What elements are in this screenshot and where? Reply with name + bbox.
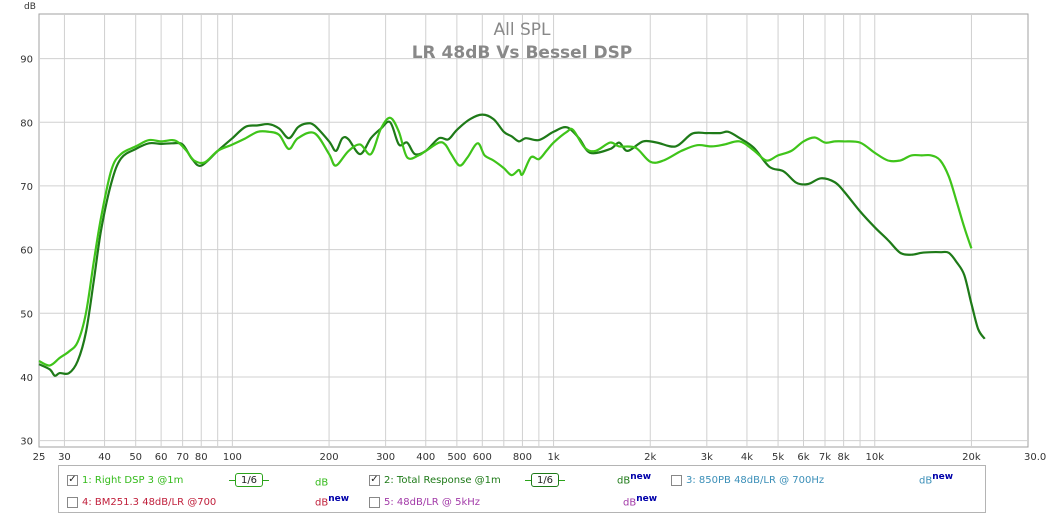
legend-checkbox-1[interactable]: ✓ (67, 474, 78, 486)
x-tick-label: 4k (741, 452, 753, 463)
x-tick-label: 40 (98, 452, 111, 463)
smoothing-selector-2[interactable]: 1/6 (525, 473, 565, 487)
x-tick-label: 200 (320, 452, 339, 463)
legend-item-4[interactable]: 4: BM251.3 48dB/LR @700 (67, 493, 216, 511)
y-tick-label: 70 (20, 182, 33, 193)
x-tick-label: 8k (838, 452, 850, 463)
series-layer (38, 113, 986, 377)
x-tick-label: 30.0k Hz (1024, 452, 1046, 463)
chart-grid (39, 14, 1028, 447)
legend-checkbox-2[interactable]: ✓ (369, 474, 380, 486)
x-tick-label: 30 (58, 452, 71, 463)
legend-label-4: 4: BM251.3 48dB/LR @700 (82, 496, 217, 508)
legend-unit-2[interactable]: dBnew (617, 472, 651, 486)
chart-title: All SPL (494, 20, 552, 40)
legend-unit-text-5: dB (623, 497, 637, 509)
legend-unit-sup-4: new (328, 494, 350, 504)
x-tick-label: 60 (155, 452, 168, 463)
x-tick-label: 100 (223, 452, 242, 463)
x-tick-label: 1k (547, 452, 559, 463)
legend-checkbox-4[interactable] (67, 496, 78, 508)
x-tick-label: 400 (416, 452, 435, 463)
series-line-1 (38, 116, 973, 367)
legend-item-5[interactable]: 5: 48dB/LR @ 5kHz (369, 493, 480, 511)
x-tick-label: 80 (195, 452, 208, 463)
legend-unit-sup-5: new (636, 494, 658, 504)
smoothing-selector-1[interactable]: 1/6 (229, 473, 269, 487)
legend-unit-3[interactable]: dBnew (919, 472, 953, 486)
x-tick-label: 6k (797, 452, 809, 463)
y-tick-label: 60 (20, 246, 33, 257)
y-tick-label: 90 (20, 55, 33, 66)
x-tick-label: 300 (376, 452, 395, 463)
legend-label-3: 3: 850PB 48dB/LR @ 700Hz (686, 474, 825, 486)
legend-unit-4[interactable]: dBnew (315, 494, 349, 508)
y-tick-label: 50 (20, 309, 33, 320)
y-tick-label: 40 (20, 373, 33, 384)
chart-subtitle: LR 48dB Vs Bessel DSP (412, 43, 633, 63)
legend-item-3[interactable]: 3: 850PB 48dB/LR @ 700Hz (671, 471, 824, 489)
x-tick-label: 3k (701, 452, 713, 463)
legend-unit-text-1: dB (315, 477, 329, 489)
legend-label-2: 2: Total Response @1m (384, 474, 501, 486)
legend-unit-sup-2: new (630, 472, 652, 482)
legend-unit-text-2: dB (617, 475, 631, 487)
y-tick-label: 80 (20, 118, 33, 129)
legend-unit-text-3: dB (919, 475, 933, 487)
x-tick-label: 500 (447, 452, 466, 463)
x-tick-label: 600 (473, 452, 492, 463)
x-tick-label: 2k (644, 452, 656, 463)
legend-unit-1[interactable]: dB (315, 474, 328, 488)
x-tick-label: 70 (176, 452, 189, 463)
legend-checkbox-5[interactable] (369, 496, 380, 508)
x-tick-label: 800 (513, 452, 532, 463)
legend-unit-sup-3: new (932, 472, 954, 482)
legend: ✓ 1: Right DSP 3 @1m 1/6 dB ✓ 2: Total R… (58, 465, 986, 513)
x-tick-label: 7k (819, 452, 831, 463)
legend-unit-text-4: dB (315, 497, 329, 509)
y-axis-unit: dB (24, 2, 36, 12)
x-tick-label: 10k (865, 452, 884, 463)
legend-checkbox-3[interactable] (671, 474, 682, 486)
legend-item-2[interactable]: ✓ 2: Total Response @1m (369, 471, 501, 489)
x-tick-label: 20k (962, 452, 981, 463)
plot-frame (38, 13, 1029, 448)
legend-item-1[interactable]: ✓ 1: Right DSP 3 @1m (67, 471, 183, 489)
legend-label-5: 5: 48dB/LR @ 5kHz (384, 496, 481, 508)
x-tick-label: 50 (129, 452, 142, 463)
legend-label-1: 1: Right DSP 3 @1m (82, 474, 184, 486)
y-tick-label: 30 (20, 437, 33, 448)
legend-unit-5[interactable]: dBnew (623, 494, 657, 508)
x-tick-label: 5k (772, 452, 784, 463)
x-tick-label: 25 (33, 452, 46, 463)
